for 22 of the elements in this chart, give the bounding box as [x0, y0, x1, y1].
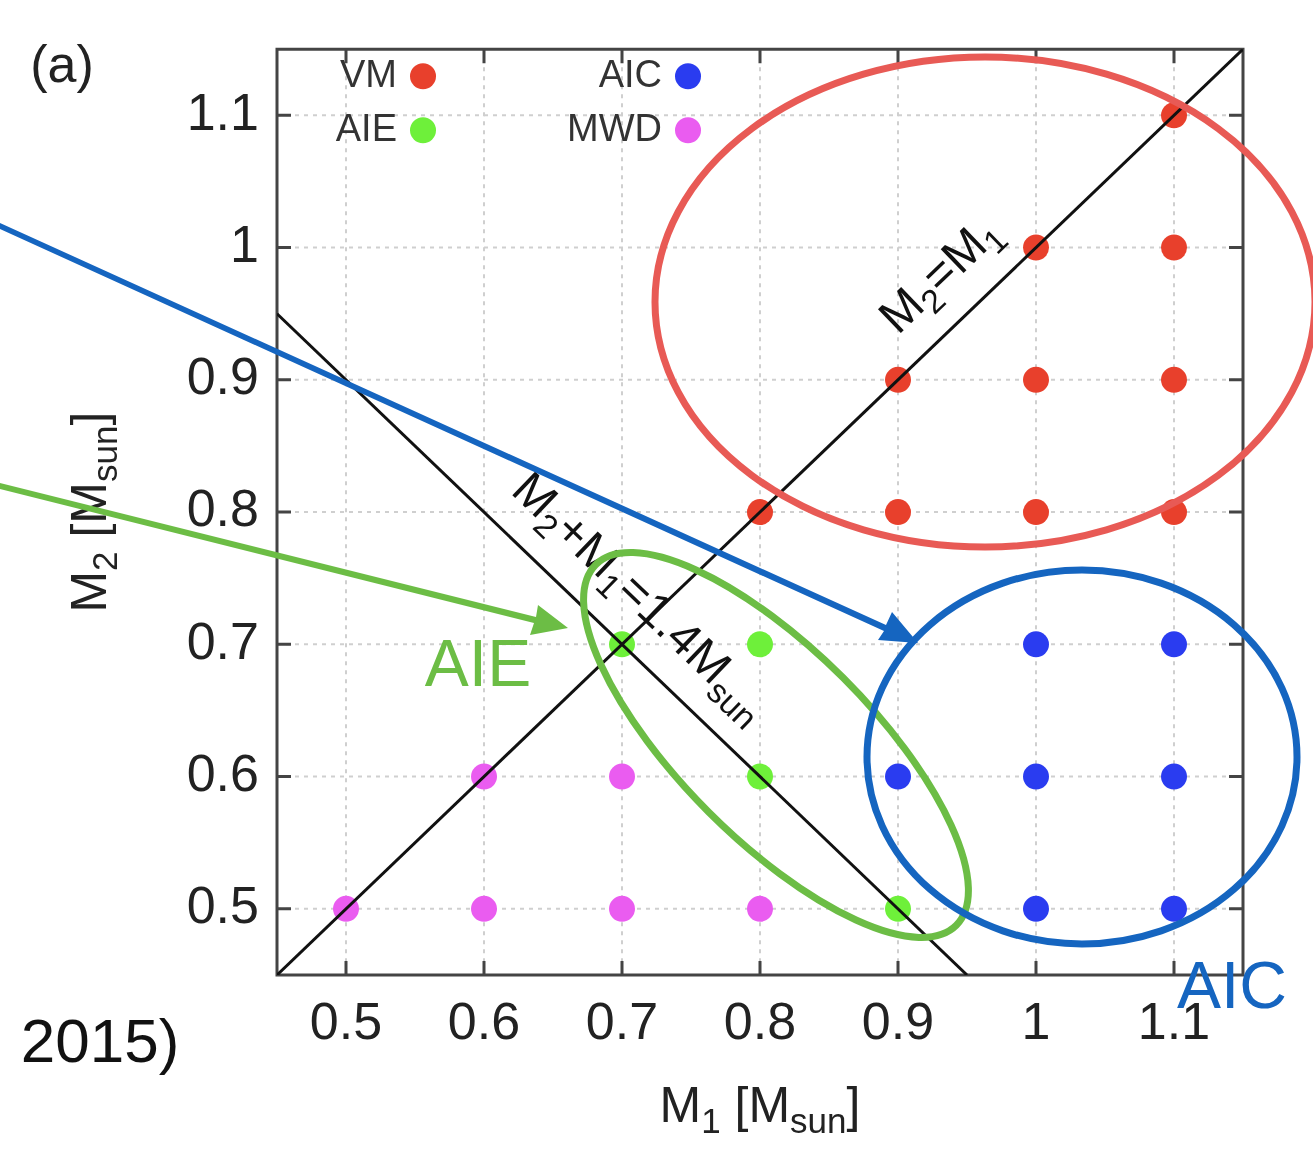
legend-label: VM: [340, 52, 397, 95]
y-tick-label: 0.8: [186, 479, 259, 538]
x-tick-label: 0.9: [861, 991, 935, 1050]
annotation: AIE: [424, 626, 532, 701]
y-tick-label: 0.5: [186, 876, 259, 935]
legend-label: AIE: [335, 106, 397, 149]
text: M2=M1: [868, 217, 1016, 343]
legend-label: AIC: [598, 52, 663, 95]
x-tick-label: 0.7: [585, 991, 659, 1050]
x-tick-label: 0.6: [447, 991, 521, 1050]
y-tick-label: 1: [230, 214, 259, 273]
y-tick-label: 0.7: [186, 611, 259, 670]
y-tick-label: 1.1: [186, 82, 259, 141]
x-tick-label: 0.5: [309, 991, 383, 1050]
y-tick-label: 0.6: [186, 743, 259, 802]
x-tick-label: 1: [1021, 991, 1051, 1050]
y-tick-label: 0.9: [186, 347, 259, 406]
x-tick-label: 0.8: [723, 991, 797, 1050]
text: 2015): [20, 1006, 180, 1076]
text: (a): [30, 35, 94, 94]
y-axis-title: M2 [Msun]: [60, 411, 124, 613]
legend-label: MWD: [567, 106, 663, 149]
